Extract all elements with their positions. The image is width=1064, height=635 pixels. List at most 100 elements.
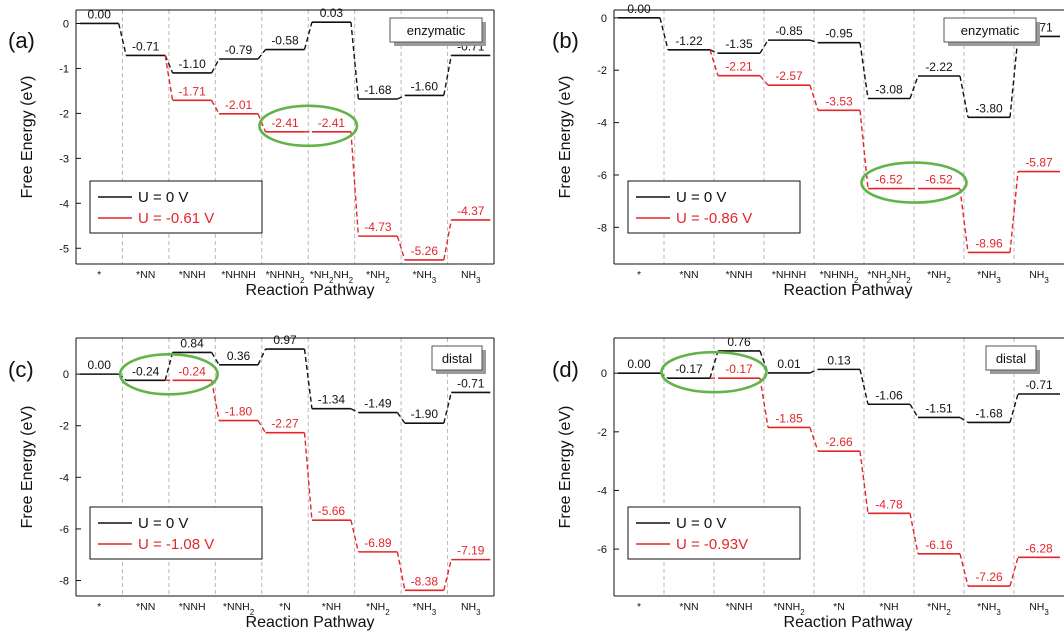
energy-value-label: -0.17 — [725, 362, 753, 376]
category-label: *NNH2 — [773, 601, 805, 617]
transition-connector — [211, 352, 220, 366]
energy-value-label: -2.01 — [225, 98, 253, 112]
energy-value-label: -1.49 — [364, 397, 392, 411]
energy-value-label: -0.85 — [775, 24, 803, 38]
category-label: NH3 — [1029, 269, 1049, 285]
transition-connector — [443, 392, 452, 424]
transition-connector — [396, 551, 406, 591]
energy-value-label: 0.01 — [777, 357, 801, 371]
transition-connector — [257, 49, 267, 60]
y-tick-label: -4 — [597, 485, 607, 497]
y-tick-label: -6 — [59, 524, 69, 536]
category-label: *NH2NH2 — [310, 269, 354, 285]
energy-value-label: 0.00 — [627, 357, 651, 371]
transition-connector — [350, 22, 360, 100]
energy-value-label: 0.13 — [827, 353, 851, 367]
transition-connector — [350, 408, 359, 414]
series-u-zero: 0.00-0.71-1.10-0.79-0.580.03-1.68 -1.60-0… — [79, 6, 491, 100]
transition-connector — [809, 39, 819, 44]
transition-connector — [959, 75, 969, 118]
energy-value-label: -6.16 — [925, 538, 953, 552]
transition-connector — [759, 39, 769, 54]
category-label: *N — [279, 601, 291, 613]
category-label: *NN — [679, 269, 698, 281]
energy-value-label: -2.22 — [925, 60, 953, 74]
transition-connector — [164, 55, 174, 74]
energy-value-label: -5.26 — [411, 244, 439, 258]
category-label: *NH2NH2 — [867, 269, 911, 285]
transition-connector — [859, 110, 869, 189]
category-label: * — [637, 601, 641, 613]
y-tick-label: -4 — [59, 198, 69, 210]
energy-value-label: -1.35 — [725, 37, 753, 51]
mechanism-box: distal — [985, 345, 1040, 374]
transition-connector — [809, 84, 819, 111]
energy-value-label: -3.53 — [825, 94, 853, 108]
energy-value-label: -7.19 — [457, 544, 485, 558]
energy-value-label: -1.68 — [364, 83, 392, 97]
category-label: * — [637, 269, 641, 281]
panel-a: 0 -1 -2 -3 -4 -5 (a) Free Energy (eV) Reaction P… — [8, 6, 495, 299]
transition-connector — [859, 42, 869, 99]
category-label: *NNH — [726, 269, 753, 281]
transition-connector — [659, 17, 669, 50]
category-label: *NH3 — [977, 601, 1001, 617]
category-label: *NH3 — [412, 601, 436, 617]
category-label: *N — [833, 601, 845, 613]
y-tick-label: -3 — [59, 153, 69, 165]
y-axis-label: Free Energy (eV) — [19, 76, 36, 199]
energy-value-label: 0.00 — [88, 7, 112, 21]
transition-connector — [809, 427, 819, 452]
energy-value-label: -1.06 — [875, 388, 903, 402]
mechanism-box: enzymatic — [943, 17, 1040, 46]
series-u-applied: -1.71 -2.01 -2.41 -2.41 -4.73 -5.26 -4.37 — [164, 55, 491, 261]
category-label: *NN — [136, 269, 155, 281]
energy-value-label: -5.66 — [318, 504, 346, 518]
energy-value-label: -1.60 — [411, 79, 439, 93]
transition-connector — [809, 368, 819, 374]
energy-value-label: -2.21 — [725, 60, 753, 74]
legend-entry: U = -0.86 V — [676, 210, 752, 227]
energy-value-label: -0.71 — [132, 39, 160, 53]
legend-entry: U = 0 V — [676, 189, 726, 206]
energy-value-label: -7.26 — [975, 570, 1003, 584]
series-u-zero: 0.00 -0.24 0.84 0.36 0.97 -1.34 -1.49 -1.90 -0.7… — [79, 333, 491, 424]
transition-connector — [211, 100, 220, 115]
transition-connector — [1009, 393, 1019, 423]
category-label: *NNH2 — [223, 601, 255, 617]
highlight-ellipse — [258, 104, 359, 148]
transition-connector — [118, 23, 127, 56]
energy-value-label: -1.80 — [225, 405, 253, 419]
energy-value-label: 0.00 — [627, 2, 651, 16]
transition-connector — [759, 75, 769, 86]
legend-entry: U = 0 V — [676, 515, 726, 532]
y-tick-label: -2 — [59, 421, 69, 433]
energy-value-label: -2.27 — [271, 417, 299, 431]
y-tick-label: -6 — [597, 170, 607, 182]
transition-connector — [959, 188, 969, 253]
transition-connector — [257, 420, 267, 434]
energy-value-label: -6.52 — [875, 173, 903, 187]
y-tick-label: -2 — [597, 427, 607, 439]
energy-value-label: -4.37 — [457, 204, 485, 218]
energy-value-label: -2.41 — [318, 116, 346, 130]
transition-connector — [350, 131, 360, 237]
category-label: * — [97, 601, 101, 613]
energy-value-label: -8.38 — [411, 574, 439, 588]
category-label: *NH2 — [366, 269, 390, 285]
mechanism-label: distal — [996, 351, 1026, 366]
category-label: *NN — [679, 601, 698, 613]
transition-connector — [709, 49, 719, 76]
energy-value-label: -1.34 — [318, 393, 346, 407]
energy-value-label: -3.08 — [875, 83, 903, 97]
category-label: *NHNH — [221, 269, 255, 281]
y-tick-label: -1 — [59, 63, 69, 75]
transition-connector — [396, 235, 406, 261]
category-label: *NH2 — [927, 601, 951, 617]
category-label: *NH2 — [366, 601, 390, 617]
category-label: *NH — [322, 601, 341, 613]
transition-connector — [909, 513, 919, 554]
energy-value-label: -1.71 — [178, 84, 206, 98]
transition-connector — [443, 219, 452, 261]
